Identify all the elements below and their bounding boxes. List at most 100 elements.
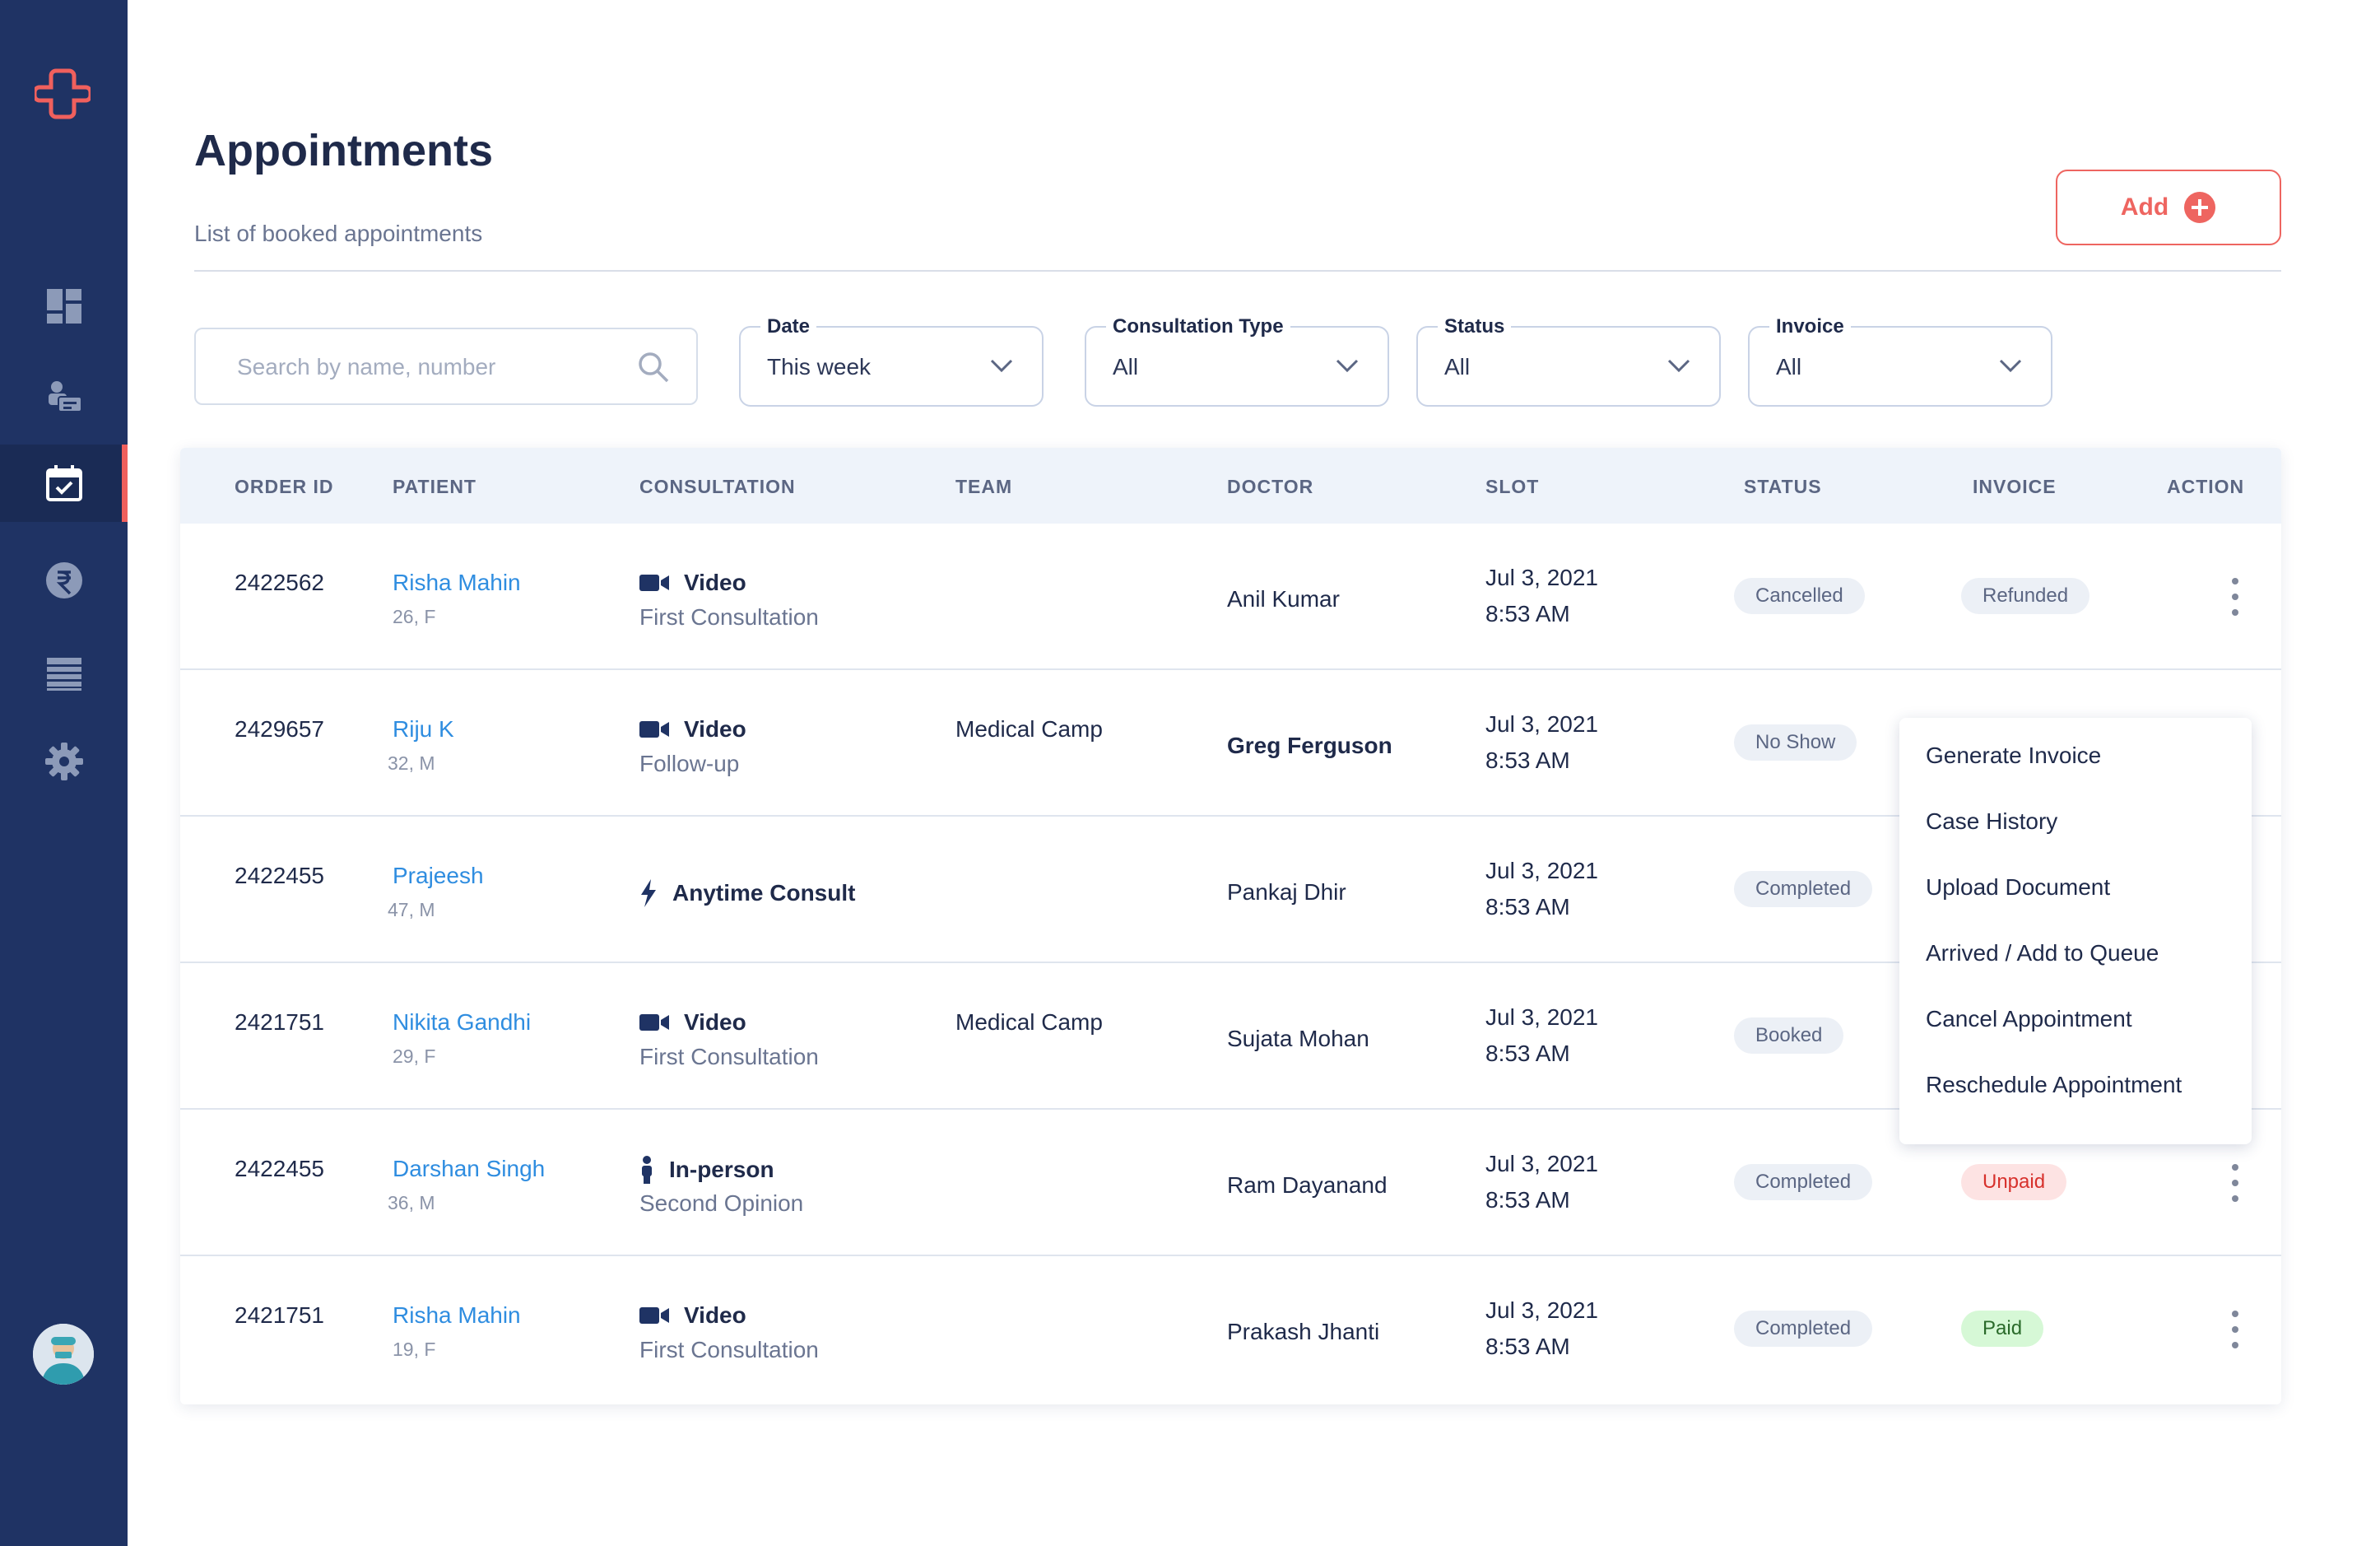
chevron-down-icon (1667, 359, 1690, 373)
header-divider (194, 270, 2281, 272)
menu-item-upload-document[interactable]: Upload Document (1926, 874, 2111, 900)
status-badge: Booked (1734, 1017, 1844, 1054)
sidebar-item-reports[interactable] (0, 636, 128, 713)
table-row[interactable]: 2421751 Nikita Gandhi 29, F Video First … (180, 963, 2281, 1110)
consultation-type: Video (639, 570, 746, 596)
column-header-action: ACTION (2167, 476, 2245, 497)
consultation-subtype: Follow-up (639, 751, 740, 776)
menu-item-cancel-appointment[interactable]: Cancel Appointment (1926, 1006, 2132, 1031)
action-menu: Generate Invoice Case History Upload Doc… (1899, 718, 2252, 1144)
patient-name-link[interactable]: Darshan Singh (393, 1156, 546, 1181)
date-filter-select[interactable]: Date This week (739, 315, 1044, 407)
patient-name-link[interactable]: Risha Mahin (393, 1302, 521, 1328)
table-row[interactable]: 2429657 Riju K 32, M Video Follow-up Med… (180, 670, 2281, 817)
add-appointment-button[interactable]: Add (2056, 170, 2281, 245)
consultation-type: Video (639, 1009, 746, 1036)
order-id: 2422562 (235, 570, 325, 595)
chevron-down-icon (990, 359, 1013, 373)
chevron-down-icon (1999, 359, 2022, 373)
column-header-patient: PATIENT (393, 476, 476, 497)
slot-date: Jul 3, 2021 (1485, 858, 1598, 883)
dashboard-icon (46, 289, 81, 324)
person-icon (642, 1156, 652, 1184)
consultation-type-filter-value: All (1113, 354, 1139, 380)
video-icon (639, 1307, 669, 1324)
consultation-subtype: First Consultation (639, 1337, 819, 1362)
slot-date: Jul 3, 2021 (1485, 1151, 1598, 1176)
status-badge: Completed (1734, 1164, 1873, 1200)
sidebar-item-appointments[interactable] (0, 445, 128, 522)
table-row[interactable]: 2422562 Risha Mahin 26, F Video First Co… (180, 524, 2281, 670)
plus-circle-icon (2184, 192, 2216, 223)
more-vertical-icon[interactable] (2229, 578, 2241, 616)
slot-time: 8:53 AM (1485, 747, 1570, 773)
medical-cross-logo[interactable] (35, 66, 91, 122)
slot-date: Jul 3, 2021 (1485, 711, 1598, 737)
slot-date: Jul 3, 2021 (1485, 1004, 1598, 1030)
search-input[interactable]: Search by name, number (194, 328, 698, 405)
patient-meta: 36, M (388, 1192, 435, 1213)
patient-name-link[interactable]: Nikita Gandhi (393, 1009, 532, 1035)
search-icon[interactable] (635, 349, 672, 385)
lightning-icon (641, 879, 656, 907)
column-header-order-id: ORDER ID (235, 476, 334, 497)
sidebar-item-payments[interactable] (0, 542, 128, 619)
video-icon (639, 1014, 669, 1031)
table-row[interactable]: 2422455 Prajeesh 47, M Anytime Consult P… (180, 817, 2281, 963)
table-row[interactable]: 2422455 Darshan Singh 36, M In-person Se… (180, 1110, 2281, 1256)
slot-time: 8:53 AM (1485, 1334, 1570, 1359)
patient-meta: 32, M (388, 752, 435, 774)
sidebar-item-settings[interactable] (0, 723, 128, 800)
page-subtitle: List of booked appointments (194, 221, 483, 246)
consultation-type-filter-label: Consultation Type (1106, 315, 1290, 338)
column-header-slot: SLOT (1485, 476, 1540, 497)
slot-time: 8:53 AM (1485, 1041, 1570, 1066)
more-vertical-icon[interactable] (2229, 1311, 2241, 1348)
status-badge: Completed (1734, 871, 1873, 907)
consultation-type-filter-select[interactable]: Consultation Type All (1085, 315, 1389, 407)
slot-time: 8:53 AM (1485, 894, 1570, 920)
slot-date: Jul 3, 2021 (1485, 565, 1598, 590)
avatar[interactable] (33, 1324, 94, 1385)
gear-icon (44, 743, 83, 780)
order-id: 2422455 (235, 1156, 325, 1181)
more-vertical-icon[interactable] (2229, 1164, 2241, 1202)
invoice-filter-value: All (1776, 354, 1802, 380)
menu-item-generate-invoice[interactable]: Generate Invoice (1926, 743, 2102, 768)
video-icon (639, 721, 669, 738)
slot-date: Jul 3, 2021 (1485, 1297, 1598, 1323)
menu-item-reschedule-appointment[interactable]: Reschedule Appointment (1926, 1072, 2182, 1097)
table-header: ORDER ID PATIENT CONSULTATION TEAM DOCTO… (180, 448, 2281, 524)
patient-name-link[interactable]: Prajeesh (393, 863, 484, 888)
video-icon (639, 575, 669, 591)
list-icon (46, 658, 81, 691)
consultation-type-label: Video (684, 716, 746, 742)
sidebar-item-dashboard[interactable] (0, 268, 128, 345)
invoice-badge: Paid (1961, 1311, 2044, 1347)
consultation-type: Video (639, 1302, 746, 1329)
patient-name-link[interactable]: Risha Mahin (393, 570, 521, 595)
column-header-doctor: DOCTOR (1227, 476, 1314, 497)
consultation-type-label: Video (684, 570, 746, 595)
patient-name-link[interactable]: Riju K (393, 716, 454, 742)
calendar-check-icon (45, 465, 82, 501)
patient-meta: 29, F (393, 1045, 436, 1067)
status-badge: Cancelled (1734, 578, 1865, 614)
table-row[interactable]: 2421751 Risha Mahin 19, F Video First Co… (180, 1256, 2281, 1403)
status-badge: Completed (1734, 1311, 1873, 1347)
sidebar-item-patients[interactable] (0, 357, 128, 435)
doctor: Ram Dayanand (1227, 1172, 1388, 1198)
consultation-type-label: Anytime Consult (672, 880, 856, 906)
status-filter-select[interactable]: Status All (1416, 315, 1721, 407)
invoice-badge: Unpaid (1961, 1164, 2067, 1200)
date-filter-label: Date (760, 315, 817, 338)
menu-item-arrived-add-to-queue[interactable]: Arrived / Add to Queue (1926, 940, 2159, 966)
doctor: Anil Kumar (1227, 586, 1340, 612)
invoice-filter-label: Invoice (1769, 315, 1851, 338)
consultation-subtype: First Consultation (639, 1044, 819, 1069)
invoice-filter-select[interactable]: Invoice All (1748, 315, 2052, 407)
slot-time: 8:53 AM (1485, 601, 1570, 626)
status-filter-value: All (1444, 354, 1471, 380)
menu-item-case-history[interactable]: Case History (1926, 808, 2058, 834)
chevron-down-icon (1336, 359, 1359, 373)
